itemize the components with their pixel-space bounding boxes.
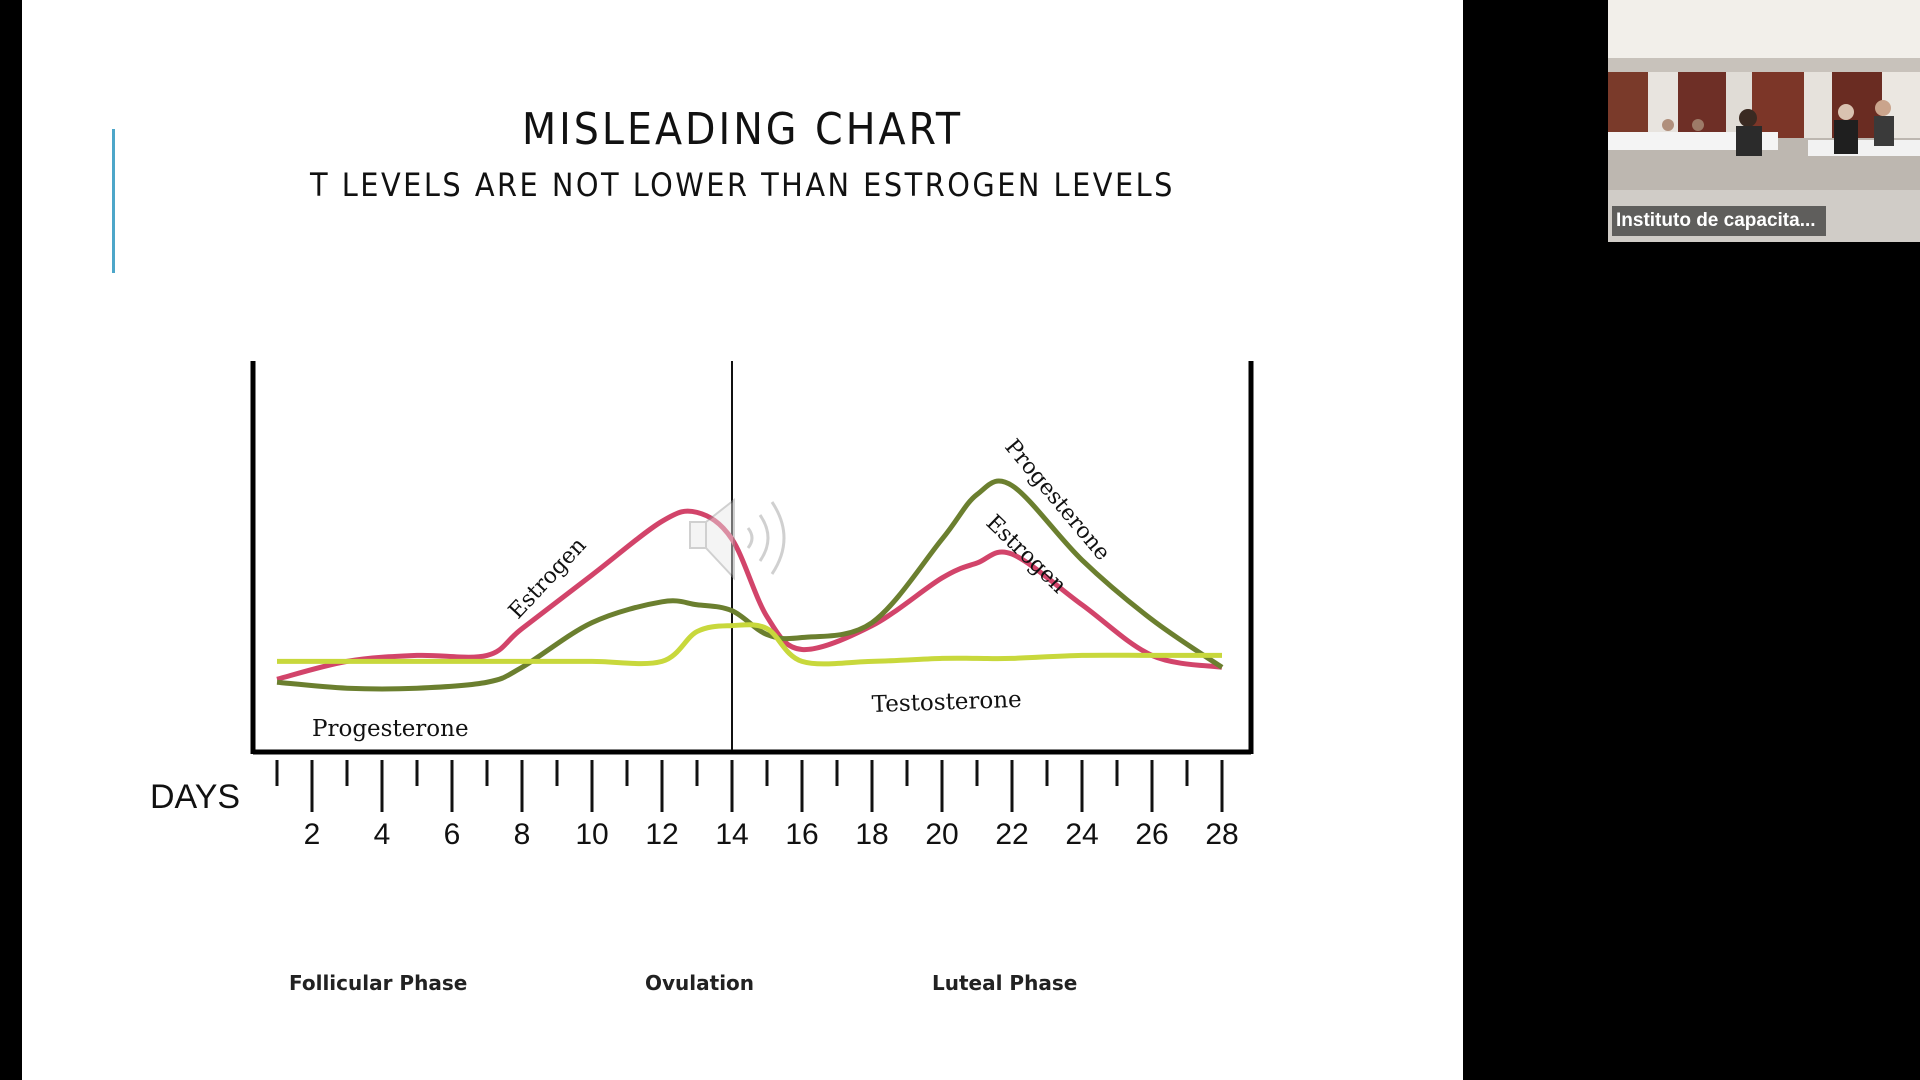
participant-video-thumbnail[interactable]: Instituto de capacita... — [1608, 0, 1920, 242]
testosterone-label: Testosterone — [871, 687, 1022, 718]
x-tick-label: 22 — [995, 818, 1028, 851]
x-tick-label: 16 — [785, 818, 818, 851]
x-axis-title: DAYS — [150, 778, 240, 816]
participant-name: Instituto de capacita... — [1612, 206, 1826, 236]
slide-title: MISLEADING CHART — [521, 104, 964, 155]
progesterone-label: Progesterone — [312, 716, 469, 742]
accent-bar — [112, 129, 115, 273]
x-tick-label: 2 — [304, 818, 321, 851]
slide-subtitle: T LEVELS ARE NOT LOWER THAN ESTROGEN LEV… — [310, 166, 1175, 204]
x-tick-label: 24 — [1065, 818, 1098, 851]
series-line-testosterone — [277, 622, 1222, 667]
series-line-progesterone — [276, 478, 1224, 692]
x-tick-label: 14 — [715, 818, 748, 851]
speaker-icon[interactable] — [689, 497, 786, 581]
phase-label-luteal: Luteal Phase — [932, 971, 1077, 995]
x-tick-label: 18 — [855, 818, 888, 851]
x-tick-label: 26 — [1135, 818, 1168, 851]
phase-label-follicular: Follicular Phase — [289, 971, 467, 995]
x-tick-label: 4 — [374, 818, 391, 851]
phase-label-ovulation: Ovulation — [645, 971, 754, 995]
x-tick-label: 8 — [514, 818, 531, 851]
x-tick-label: 6 — [444, 818, 461, 851]
series-line-estrogen — [276, 508, 1223, 682]
x-tick-label: 28 — [1205, 818, 1238, 851]
x-tick-label: 12 — [645, 818, 678, 851]
slide: MISLEADING CHART T LEVELS ARE NOT LOWER … — [22, 0, 1463, 1080]
x-tick-label: 20 — [925, 818, 958, 851]
x-tick-label: 10 — [575, 818, 608, 851]
